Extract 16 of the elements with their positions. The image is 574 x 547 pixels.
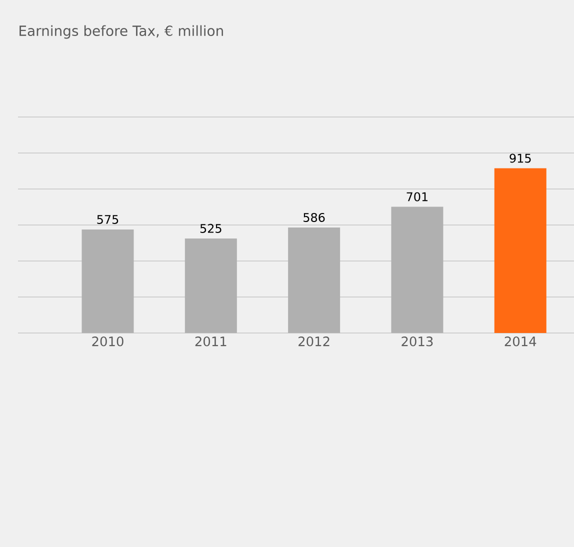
- bar: [288, 228, 340, 333]
- bar: [494, 168, 546, 333]
- bar: [391, 206, 444, 333]
- data-label: 525: [200, 224, 222, 233]
- data-label: 701: [406, 192, 428, 202]
- x-tick-label: 2012: [298, 336, 330, 346]
- data-label: 575: [97, 215, 118, 224]
- x-tick-label: 2013: [402, 336, 433, 346]
- data-label: 586: [304, 212, 325, 222]
- x-tick-label: 2011: [195, 336, 226, 346]
- x-tick-label: 2010: [92, 336, 124, 346]
- bar: [184, 238, 237, 333]
- bar: [82, 229, 134, 333]
- data-label: 915: [510, 154, 531, 163]
- x-tick-label: 2014: [504, 336, 536, 346]
- chart-title: Earnings before Tax, € million: [20, 25, 223, 39]
